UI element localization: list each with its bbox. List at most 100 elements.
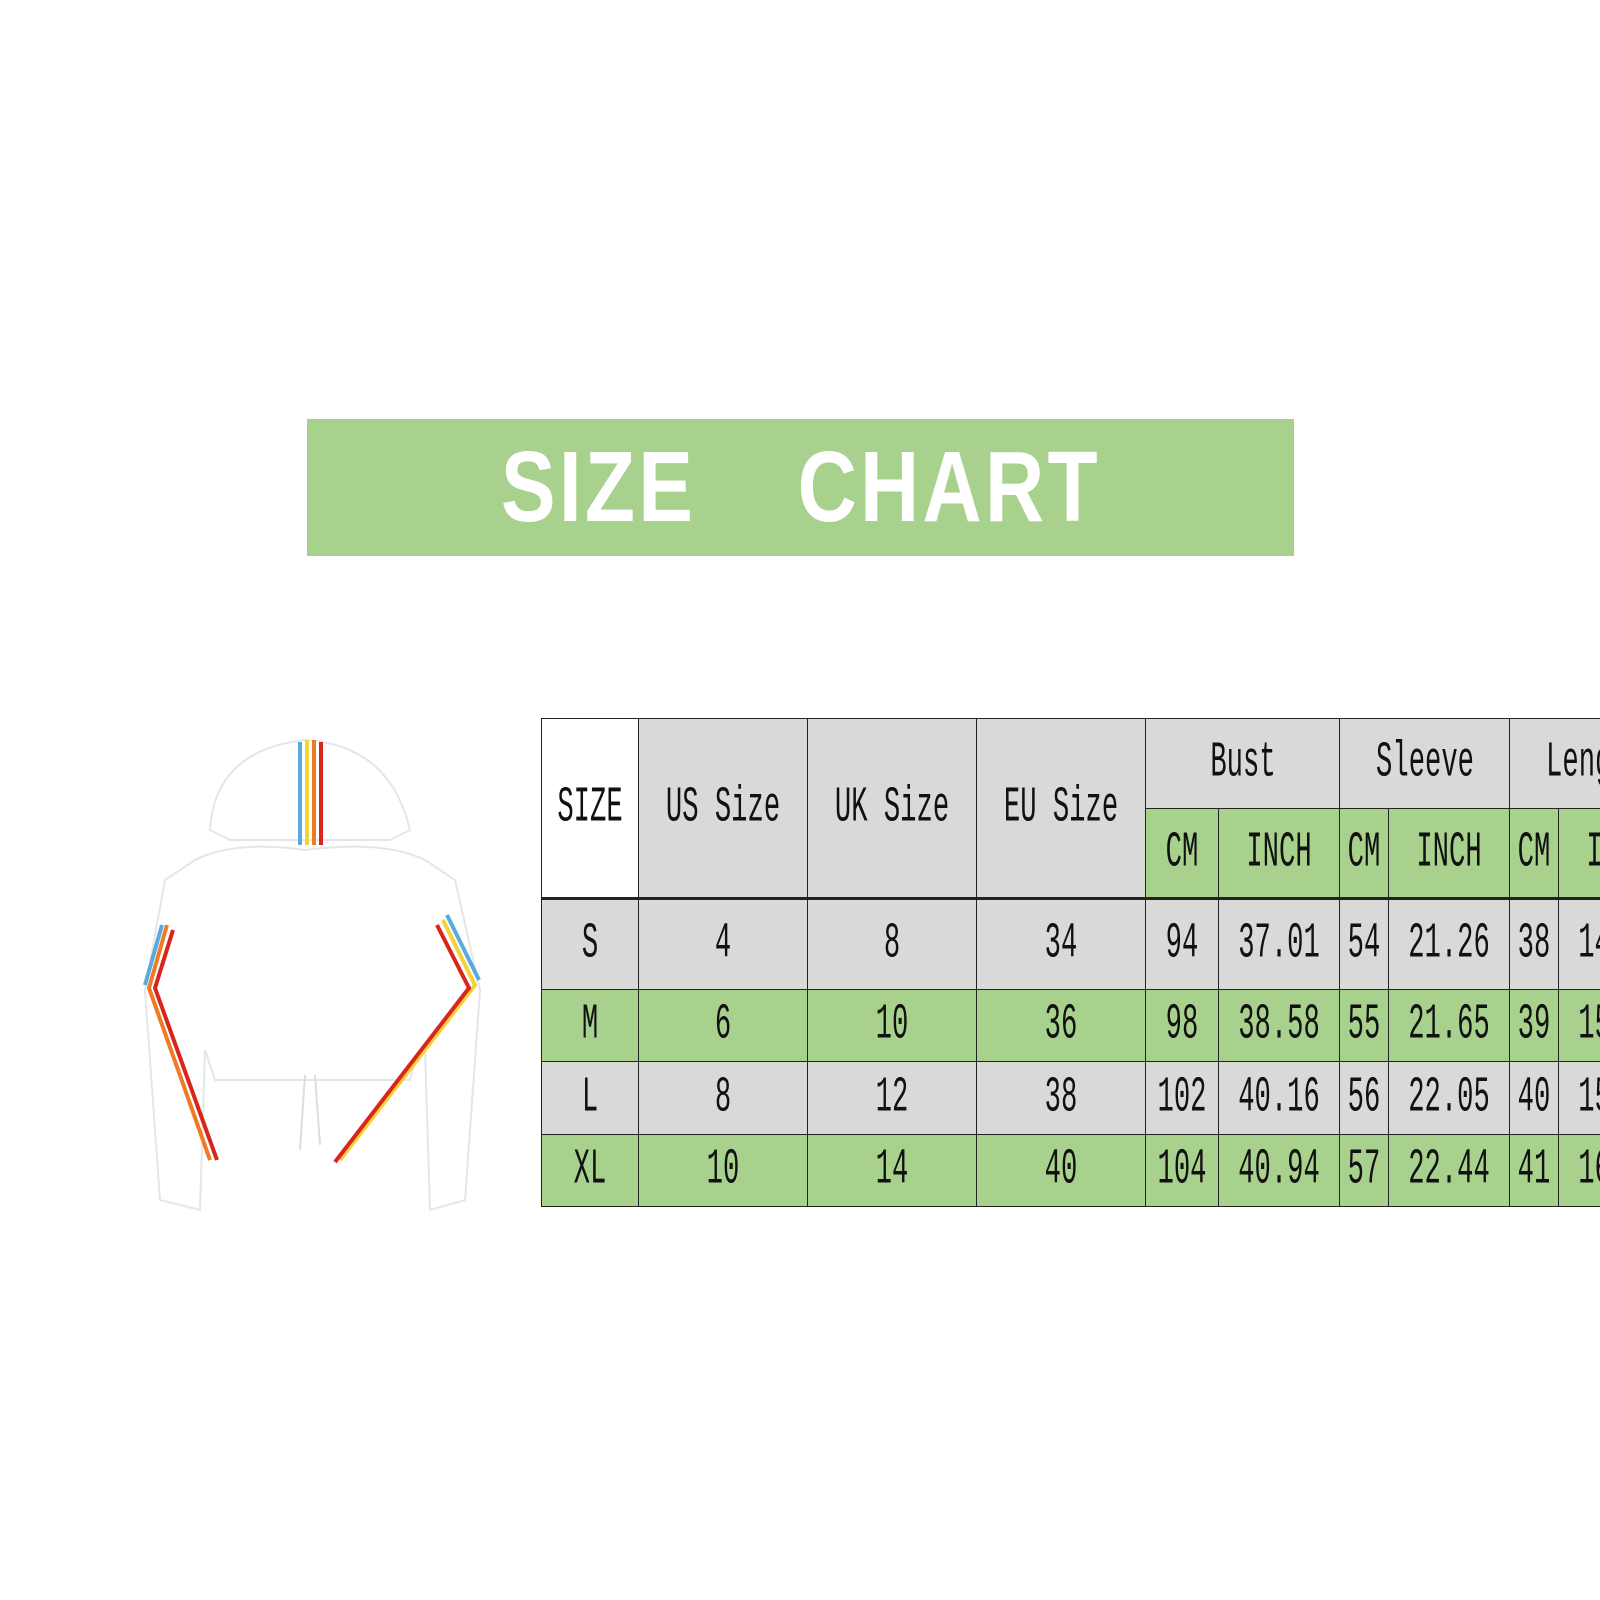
cell-sleeve-inch: 22.05 bbox=[1388, 1061, 1511, 1135]
header-eu-size: EU Size bbox=[976, 718, 1147, 899]
cell-value: 15.75 bbox=[1578, 1069, 1600, 1127]
cell-size: S bbox=[540, 897, 640, 990]
header-uk-size: UK Size bbox=[807, 718, 978, 899]
cell-value: 10 bbox=[706, 1142, 740, 1199]
header-us-size: US Size bbox=[638, 718, 809, 899]
cell-value: 41 bbox=[1517, 1142, 1551, 1199]
cell-value: 38.58 bbox=[1238, 997, 1320, 1054]
table-row: L 8 12 38 102 40.16 56 22.05 40 15.75 bbox=[540, 1061, 1600, 1135]
table-row: M 6 10 36 98 38.58 55 21.65 39 15.35 bbox=[540, 989, 1600, 1062]
cell-sleeve-inch: 22.44 bbox=[1388, 1134, 1511, 1207]
cell-value: 40 bbox=[1517, 1069, 1551, 1127]
cell-value: L bbox=[581, 1069, 599, 1127]
cell-uk: 12 bbox=[807, 1061, 978, 1135]
cell-us: 10 bbox=[638, 1134, 809, 1207]
cell-value: 102 bbox=[1157, 1069, 1207, 1127]
cell-value: 54 bbox=[1347, 916, 1381, 973]
cell-length-cm: 41 bbox=[1509, 1134, 1560, 1207]
cell-us: 8 bbox=[638, 1061, 809, 1135]
cell-value: 14.96 bbox=[1578, 916, 1600, 973]
cell-size: M bbox=[540, 989, 640, 1062]
cell-length-inch: 14.96 bbox=[1558, 897, 1600, 990]
cell-value: 94 bbox=[1165, 916, 1199, 973]
cell-length-inch: 15.35 bbox=[1558, 989, 1600, 1062]
cell-value: 22.44 bbox=[1408, 1142, 1490, 1199]
header-bust-cm: CM bbox=[1145, 808, 1220, 899]
cell-us: 6 bbox=[638, 989, 809, 1062]
size-table: SIZE US Size UK Size EU Size Bust Sleeve… bbox=[540, 718, 1600, 1207]
header-sleeve-inch: INCH bbox=[1388, 808, 1511, 899]
cell-uk: 10 bbox=[807, 989, 978, 1062]
cell-value: 37.01 bbox=[1238, 916, 1320, 973]
header-size: SIZE bbox=[540, 718, 640, 899]
table-row: XL 10 14 40 104 40.94 57 22.44 41 16.14 bbox=[540, 1134, 1600, 1207]
cell-value: 10 bbox=[875, 997, 909, 1054]
cell-uk: 8 bbox=[807, 897, 978, 990]
cell-value: 8 bbox=[883, 916, 901, 973]
cell-value: 34 bbox=[1044, 916, 1078, 973]
cell-value: 104 bbox=[1157, 1142, 1207, 1199]
cell-eu: 40 bbox=[976, 1134, 1147, 1207]
header-length-inch: INCH bbox=[1558, 808, 1600, 899]
cell-value: 38 bbox=[1517, 916, 1551, 973]
cell-sleeve-cm: 56 bbox=[1339, 1061, 1390, 1135]
banner-title: SIZE CHART bbox=[500, 431, 1101, 543]
header-bust-inch: INCH bbox=[1218, 808, 1341, 899]
cell-value: 6 bbox=[714, 997, 732, 1054]
cell-value: M bbox=[581, 997, 599, 1054]
cell-bust-cm: 98 bbox=[1145, 989, 1220, 1062]
cell-eu: 36 bbox=[976, 989, 1147, 1062]
cell-value: 40 bbox=[1044, 1142, 1078, 1199]
cell-value: 55 bbox=[1347, 997, 1381, 1054]
cell-length-cm: 39 bbox=[1509, 989, 1560, 1062]
cell-value: 8 bbox=[714, 1069, 732, 1127]
cell-value: 22.05 bbox=[1408, 1069, 1490, 1127]
cell-bust-inch: 40.94 bbox=[1218, 1134, 1341, 1207]
cell-value: S bbox=[581, 916, 599, 973]
cell-bust-cm: 102 bbox=[1145, 1061, 1220, 1135]
cell-value: 56 bbox=[1347, 1069, 1381, 1127]
cell-uk: 14 bbox=[807, 1134, 978, 1207]
header-length: Length bbox=[1509, 718, 1600, 809]
cell-us: 4 bbox=[638, 897, 809, 990]
cell-bust-inch: 40.16 bbox=[1218, 1061, 1341, 1135]
cell-size: L bbox=[540, 1061, 640, 1135]
cell-value: XL bbox=[573, 1142, 607, 1199]
cell-value: 4 bbox=[714, 916, 732, 973]
header-sleeve-cm: CM bbox=[1339, 808, 1390, 899]
cell-value: 21.26 bbox=[1408, 916, 1490, 973]
cell-value: 14 bbox=[875, 1142, 909, 1199]
cell-sleeve-inch: 21.65 bbox=[1388, 989, 1511, 1062]
cell-size: XL bbox=[540, 1134, 640, 1207]
hoodie-product-image bbox=[143, 738, 482, 1212]
cell-sleeve-cm: 55 bbox=[1339, 989, 1390, 1062]
cell-value: 98 bbox=[1165, 997, 1199, 1054]
cell-bust-cm: 94 bbox=[1145, 897, 1220, 990]
table-row: S 4 8 34 94 37.01 54 21.26 38 14.96 bbox=[540, 897, 1600, 990]
cell-sleeve-cm: 57 bbox=[1339, 1134, 1390, 1207]
cell-bust-cm: 104 bbox=[1145, 1134, 1220, 1207]
header-bust: Bust bbox=[1145, 718, 1341, 809]
cell-value: 40.94 bbox=[1238, 1142, 1320, 1199]
cell-length-inch: 15.75 bbox=[1558, 1061, 1600, 1135]
cell-value: 39 bbox=[1517, 997, 1551, 1054]
cell-length-inch: 16.14 bbox=[1558, 1134, 1600, 1207]
cell-value: 21.65 bbox=[1408, 997, 1490, 1054]
cell-eu: 38 bbox=[976, 1061, 1147, 1135]
cell-value: 36 bbox=[1044, 997, 1078, 1054]
cell-length-cm: 40 bbox=[1509, 1061, 1560, 1135]
cell-sleeve-cm: 54 bbox=[1339, 897, 1390, 990]
cell-bust-inch: 37.01 bbox=[1218, 897, 1341, 990]
unit-row: CM INCH CM INCH CM INCH bbox=[542, 808, 1600, 899]
cell-length-cm: 38 bbox=[1509, 897, 1560, 990]
cell-value: 40.16 bbox=[1238, 1069, 1320, 1127]
cell-value: 38 bbox=[1044, 1069, 1078, 1127]
cell-value: 12 bbox=[875, 1069, 909, 1127]
header-sleeve: Sleeve bbox=[1339, 718, 1511, 809]
cell-bust-inch: 38.58 bbox=[1218, 989, 1341, 1062]
size-chart-banner: SIZE CHART bbox=[307, 419, 1294, 556]
header-length-cm: CM bbox=[1509, 808, 1560, 899]
cell-value: 57 bbox=[1347, 1142, 1381, 1199]
cell-sleeve-inch: 21.26 bbox=[1388, 897, 1511, 990]
cell-eu: 34 bbox=[976, 897, 1147, 990]
